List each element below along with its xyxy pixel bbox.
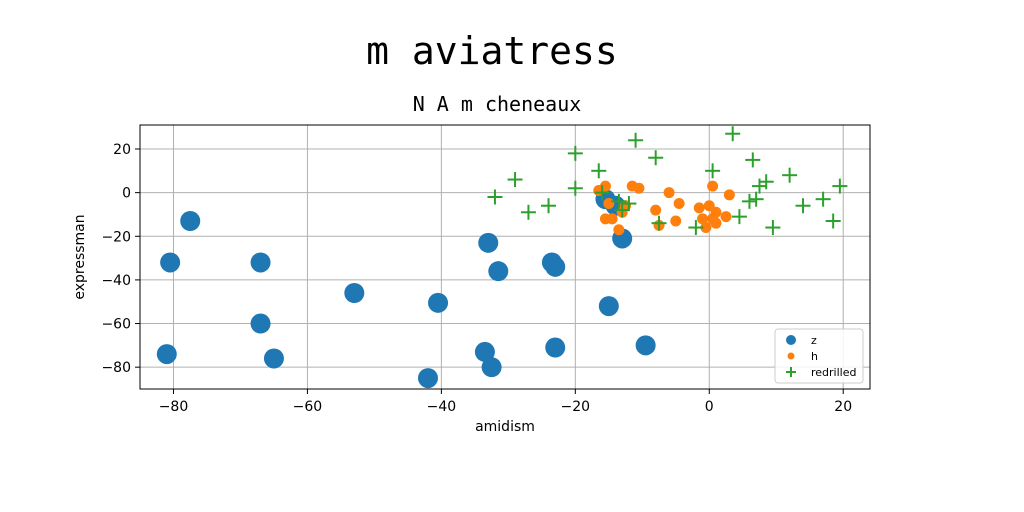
legend-label: z — [811, 334, 817, 347]
data-point-redrilled — [594, 185, 610, 201]
data-point-redrilled — [621, 196, 637, 212]
legend-marker-z — [786, 335, 796, 345]
x-tick-label: −20 — [561, 399, 591, 415]
data-point-redrilled — [520, 204, 536, 220]
data-point-redrilled — [782, 167, 798, 183]
data-point-redrilled — [651, 215, 667, 231]
x-axis-label: amidism — [475, 419, 535, 435]
data-points — [156, 126, 848, 389]
axis-ticks: −80 −60 −40 −20 0 20 20 0 −20 −40 −60 −80 — [101, 142, 852, 415]
data-point-redrilled — [745, 152, 761, 168]
data-point-h — [700, 222, 712, 234]
y-tick-label: −20 — [101, 229, 131, 245]
data-point-redrilled — [648, 150, 664, 166]
legend-marker-h — [787, 352, 795, 360]
data-point-z — [428, 292, 449, 313]
data-point-redrilled — [758, 174, 774, 190]
data-point-redrilled — [541, 198, 557, 214]
data-point-redrilled — [832, 178, 848, 194]
data-point-h — [606, 213, 618, 225]
data-point-redrilled — [628, 132, 644, 148]
x-tick-label: −80 — [159, 399, 189, 415]
data-point-redrilled — [748, 191, 764, 207]
data-point-redrilled — [487, 189, 503, 205]
data-point-z — [180, 211, 201, 231]
data-point-redrilled — [614, 202, 630, 218]
chart-subtitle: N A m cheneaux — [413, 92, 582, 116]
data-point-h — [650, 204, 662, 216]
chart-title: m aviatress — [366, 29, 618, 73]
data-point-z — [488, 261, 509, 282]
y-tick-label: 20 — [113, 142, 131, 158]
data-point-h — [603, 198, 615, 210]
legend-marker-redrilled — [786, 367, 796, 377]
legend-label: h — [811, 350, 818, 363]
data-point-redrilled — [507, 172, 523, 188]
legend-box — [774, 328, 864, 384]
data-point-h — [697, 213, 709, 225]
y-axis-label: expressman — [72, 214, 88, 299]
data-point-redrilled — [688, 220, 704, 236]
data-point-h — [723, 189, 735, 201]
data-point-h — [707, 180, 719, 192]
data-point-redrilled — [725, 126, 741, 142]
data-point-z — [156, 344, 177, 365]
plot-frame — [139, 124, 871, 390]
data-point-z — [250, 313, 271, 334]
y-tick-label: −60 — [101, 317, 131, 333]
data-point-redrilled — [705, 163, 721, 179]
x-tick-label: −60 — [293, 399, 323, 415]
data-point-h — [720, 211, 732, 223]
data-point-h — [693, 202, 705, 214]
x-tick-label: 20 — [834, 399, 852, 415]
data-point-redrilled — [591, 163, 607, 179]
data-point-redrilled — [795, 198, 811, 214]
legend: zh redrilled — [774, 328, 864, 384]
data-point-z — [250, 252, 271, 273]
data-point-z — [263, 348, 284, 369]
data-point-redrilled — [567, 145, 583, 161]
grid — [140, 125, 870, 389]
data-point-redrilled — [765, 220, 781, 236]
data-point-redrilled — [611, 193, 627, 209]
x-tick-label: 0 — [705, 399, 714, 415]
data-point-z — [417, 368, 438, 389]
data-point-redrilled — [815, 191, 831, 207]
data-point-redrilled — [731, 209, 747, 225]
data-point-z — [160, 252, 181, 273]
data-point-h — [663, 187, 675, 199]
data-point-z — [545, 337, 566, 358]
y-tick-label: −40 — [101, 273, 131, 289]
data-point-h — [673, 198, 685, 210]
data-point-z — [598, 296, 619, 317]
data-point-redrilled — [567, 180, 583, 196]
y-tick-label: −80 — [101, 360, 131, 376]
x-tick-label: −40 — [427, 399, 457, 415]
data-point-z — [474, 341, 495, 362]
data-point-h — [710, 217, 722, 229]
data-point-h — [670, 215, 682, 227]
legend-label: redrilled — [811, 366, 856, 379]
data-point-z — [545, 256, 566, 277]
data-point-h — [613, 224, 625, 236]
data-point-h — [633, 182, 645, 194]
data-point-redrilled — [825, 213, 841, 229]
data-point-z — [481, 357, 502, 378]
data-point-h — [710, 206, 722, 218]
y-tick-label: 0 — [122, 186, 131, 202]
data-point-z — [344, 283, 365, 303]
data-point-redrilled — [741, 193, 757, 209]
data-point-z — [478, 232, 499, 253]
data-point-z — [635, 335, 656, 356]
